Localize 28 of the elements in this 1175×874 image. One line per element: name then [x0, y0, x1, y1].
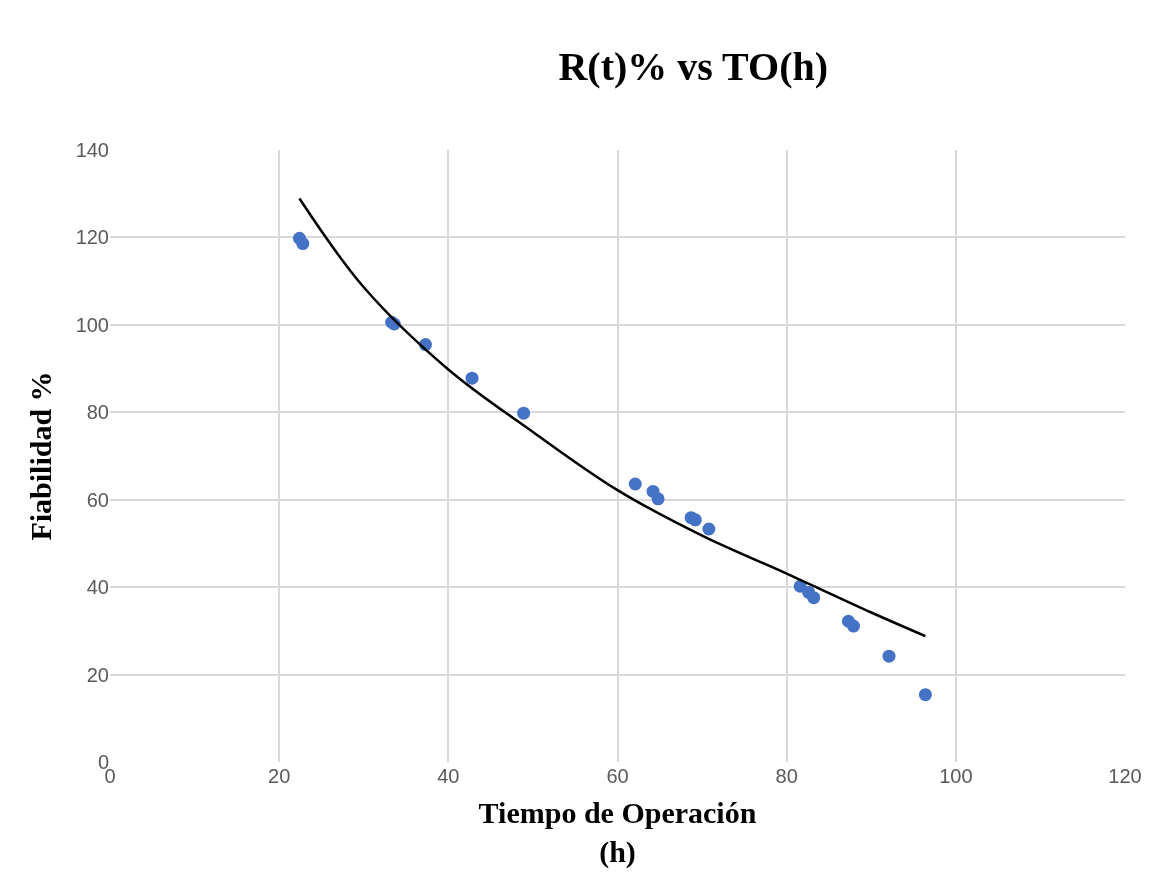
line-series: [298, 197, 927, 638]
point: [651, 492, 665, 506]
x-tick-label: 120: [1108, 765, 1142, 787]
point: [628, 477, 642, 491]
point: [702, 522, 716, 536]
x-tick-label: 80: [775, 765, 798, 787]
x-tick-label: 40: [437, 765, 460, 787]
x-tick-label: 100: [939, 765, 973, 787]
y-tick-label: 80: [86, 401, 109, 424]
x-tick-label: 60: [606, 765, 629, 787]
y-tick-label: 60: [86, 488, 109, 511]
point: [918, 688, 932, 702]
y-tick-label: 40: [86, 576, 109, 599]
y-tick-label: 100: [75, 313, 109, 336]
x-tick-label: 20: [268, 765, 291, 787]
point: [688, 513, 702, 527]
chart-title: R(t)% vs TO(h): [558, 44, 829, 90]
point: [517, 406, 531, 420]
y-axis-title: Fiabilidad %: [23, 371, 57, 541]
y-tick-label: 20: [86, 663, 109, 686]
point: [807, 591, 821, 605]
y-tick-label: 140: [75, 139, 109, 161]
x-axis-title: Tiempo de Operación (h): [478, 795, 757, 869]
point: [465, 371, 479, 385]
point: [296, 237, 310, 251]
point: [882, 649, 896, 663]
point: [847, 619, 860, 633]
y-tick-label: 120: [75, 226, 109, 249]
